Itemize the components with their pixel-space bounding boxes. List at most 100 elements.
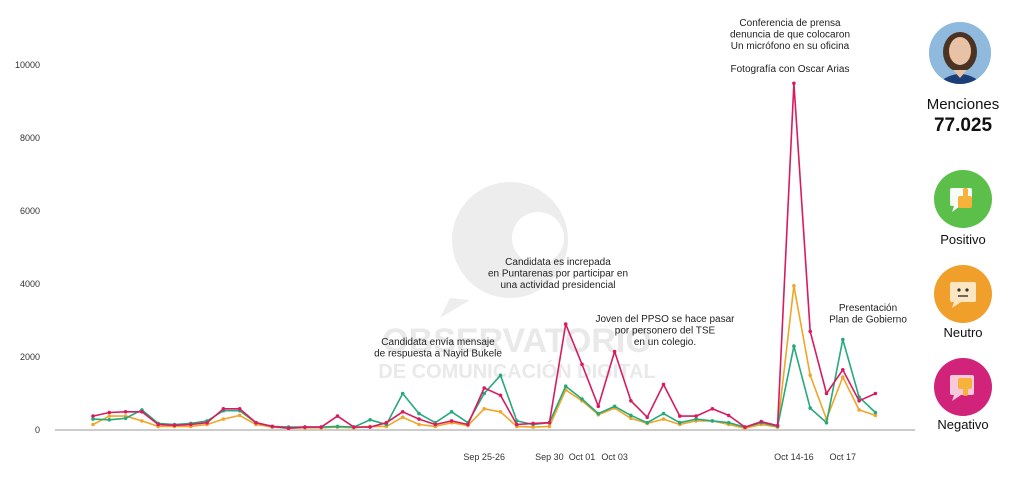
data-point (547, 420, 552, 425)
data-point (580, 397, 584, 401)
data-point (498, 410, 503, 414)
data-point (710, 419, 715, 423)
data-point (433, 422, 438, 427)
y-tick-label: 0 (35, 425, 40, 435)
annotation-line: en Puntarenas por participar en (488, 269, 628, 280)
x-tick-label: Oct 03 (601, 452, 628, 462)
data-point (857, 399, 861, 403)
data-point (629, 416, 633, 421)
data-point (270, 424, 275, 429)
annotation-line: denuncia de que colocaron (730, 30, 850, 41)
data-point (841, 368, 845, 372)
data-point (678, 414, 682, 418)
data-point (841, 337, 845, 342)
data-point (156, 422, 160, 427)
x-tick-label: Oct 14-16 (774, 452, 814, 462)
data-point (808, 329, 812, 334)
data-point (140, 419, 144, 423)
mentions-line-chart: OBSERVATORIO DE COMUNICACIÓN DIGITAL 0 20… (15, 18, 915, 462)
data-point (661, 411, 666, 416)
data-point (449, 419, 454, 423)
data-point (417, 422, 421, 427)
x-axis-ticks: Sep 25-26 Sep 30 Oct 01 Oct 03 Oct 14-16 Oct … (463, 452, 856, 462)
data-point (629, 399, 633, 403)
y-tick-label: 8000 (20, 133, 40, 143)
data-point (400, 415, 405, 420)
data-point (368, 425, 372, 429)
watermark-logo-icon (440, 182, 568, 318)
candidate-avatar (929, 22, 991, 84)
annotation-line: Presentación (839, 303, 897, 314)
data-point (841, 375, 845, 379)
data-point (645, 420, 649, 425)
data-point (221, 407, 226, 411)
data-point (123, 410, 128, 414)
data-point (482, 391, 487, 396)
data-point (91, 422, 95, 427)
data-point (107, 414, 112, 418)
mentions-label: Menciones (926, 96, 1000, 113)
data-point (596, 411, 601, 416)
annotation-line: una actividad presidencial (500, 280, 615, 291)
x-tick-label: Oct 01 (569, 452, 596, 462)
mentions-value: 77.025 (933, 115, 993, 136)
negative-badge (934, 358, 992, 416)
data-point (384, 420, 389, 425)
neutral-badge (934, 265, 992, 323)
neutral-label: Neutro (943, 325, 983, 340)
data-point (678, 420, 682, 425)
data-point (661, 382, 666, 387)
annotation-line: Joven del PPSO se hace pasar (596, 314, 736, 325)
x-tick-label: Sep 30 (535, 452, 564, 462)
data-point (547, 424, 552, 429)
data-point (775, 423, 780, 428)
data-point (824, 420, 829, 425)
data-point (694, 417, 698, 421)
data-point (580, 362, 584, 367)
annotation-line: Plan de Gobierno (829, 315, 907, 326)
y-tick-label: 4000 (20, 279, 40, 289)
data-point (792, 344, 796, 348)
data-point (482, 407, 487, 411)
data-point (368, 418, 372, 422)
data-point (873, 410, 878, 415)
data-point (629, 413, 633, 418)
data-point (319, 425, 324, 429)
data-point (482, 386, 487, 390)
data-point (612, 404, 617, 409)
annotation-line: Conferencia de prensa (739, 18, 841, 29)
data-point (596, 404, 601, 409)
data-point (661, 417, 666, 421)
data-point (400, 410, 405, 414)
data-point (205, 420, 209, 425)
thumbs-down-icon (950, 375, 974, 401)
x-tick-label: Oct 17 (830, 452, 857, 462)
data-point (726, 420, 731, 425)
watermark-line1: OBSERVATORIO (382, 322, 652, 360)
data-point (563, 384, 568, 389)
data-point (466, 422, 470, 427)
data-point (531, 421, 535, 426)
data-point (417, 417, 421, 421)
data-point (498, 373, 503, 378)
neutral-face-icon (950, 282, 976, 308)
data-point (237, 407, 242, 411)
series-group (91, 81, 878, 431)
data-point (808, 406, 812, 410)
data-point (237, 413, 242, 418)
data-point (531, 425, 535, 429)
x-tick-label: Sep 25-26 (463, 452, 505, 462)
annotation-line: en un colegio. (634, 337, 696, 348)
data-point (759, 419, 764, 424)
data-point (792, 81, 796, 86)
person-icon (929, 22, 991, 84)
data-point (726, 413, 731, 418)
data-point (873, 413, 878, 418)
y-tick-label: 10000 (15, 60, 40, 70)
data-point (91, 417, 95, 421)
data-point (857, 408, 861, 412)
positive-label: Positivo (940, 232, 986, 247)
data-point (91, 414, 95, 418)
positive-badge (934, 170, 992, 228)
